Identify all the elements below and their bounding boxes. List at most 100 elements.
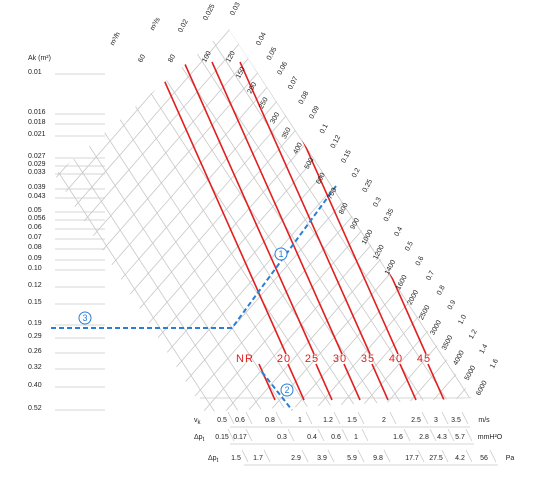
nr-line — [371, 363, 389, 401]
scale-label: 3 — [434, 417, 438, 424]
flow-label: 600 — [315, 172, 327, 186]
scale-tick — [245, 411, 253, 425]
marker-circle — [280, 383, 294, 397]
flow-label: 200 — [247, 81, 259, 95]
flow-label: 0.08 — [298, 90, 311, 105]
nr-line — [239, 61, 371, 355]
axis-label: 0.01 — [28, 69, 42, 76]
nr-label: 45 — [417, 353, 431, 365]
scale-label: 3.9 — [317, 455, 327, 462]
grid-line — [411, 28, 472, 412]
axis-label: 0.06 — [28, 224, 42, 231]
scale-label: 17.7 — [405, 455, 419, 462]
scale-tick — [327, 449, 335, 463]
scale-label: 3.5 — [451, 417, 461, 424]
scale-tick — [317, 428, 325, 442]
scale-label: 2 — [382, 417, 386, 424]
flow-label: m³/h — [109, 31, 122, 47]
flow-label: 0.6 — [415, 255, 426, 267]
flow-label: 0.4 — [393, 226, 404, 238]
flow-label: 0.3 — [372, 196, 383, 208]
scale-tick — [489, 449, 497, 463]
axis-label: 0.027 — [28, 153, 46, 160]
grid-line — [351, 28, 472, 412]
axis-label: 0.26 — [28, 348, 42, 355]
flow-label: 100 — [201, 50, 213, 64]
axis-label: 0.07 — [28, 234, 42, 241]
grid-line — [323, 28, 472, 412]
scale-label: 2.8 — [419, 434, 429, 441]
scale-tick — [305, 411, 313, 425]
scale-tick — [333, 411, 341, 425]
flow-label: 0.35 — [383, 208, 396, 223]
grid-line — [447, 28, 472, 412]
grid-line — [279, 28, 472, 412]
marker-label: 3 — [82, 313, 87, 323]
scale-label: m/s — [478, 417, 490, 424]
grid-line — [257, 28, 472, 412]
flow-label: 300 — [269, 111, 281, 125]
scale-label: 1 — [354, 434, 358, 441]
grid-line — [55, 28, 317, 412]
guide-line — [50, 185, 337, 329]
flow-label: 5000 — [464, 365, 478, 382]
scale-tick — [241, 449, 249, 463]
nr-line — [315, 363, 333, 401]
flow-label: 0.09 — [308, 105, 321, 120]
flow-label: 0.04 — [255, 31, 268, 46]
nr-label: 40 — [389, 353, 403, 365]
flow-label: 2000 — [407, 289, 421, 306]
flow-label: 0.9 — [447, 299, 458, 311]
nr-label: 35 — [361, 353, 375, 365]
flow-label: 0.07 — [287, 75, 300, 90]
axis-label: 0.043 — [28, 193, 46, 200]
grid-line — [55, 28, 221, 412]
nr-label: 25 — [305, 353, 319, 365]
nr-line — [183, 61, 315, 355]
scale-label: 0.5 — [217, 417, 227, 424]
grid-line — [0, 0, 26, 478]
scale-label: 1 — [298, 417, 302, 424]
axis-label: 0.29 — [28, 333, 42, 340]
flow-label: 60 — [137, 54, 147, 64]
flow-label: 4000 — [452, 349, 466, 366]
flow-label: 350 — [281, 126, 293, 140]
grid-line — [345, 28, 472, 412]
scale-symbol: vk — [194, 417, 202, 426]
axis-label: 0.52 — [28, 405, 42, 412]
scale-symbol: Δpt — [194, 434, 205, 443]
scale-tick — [465, 449, 473, 463]
grid-line — [478, 0, 553, 478]
flow-label: 700 — [327, 187, 339, 201]
flow-label: 1.2 — [468, 328, 479, 340]
nr-line — [155, 61, 287, 355]
axis-label: 0.029 — [28, 161, 46, 168]
grid-line — [55, 28, 467, 412]
grid-line — [125, 28, 472, 412]
grid-line — [455, 28, 472, 412]
scale-tick — [461, 411, 469, 425]
grid-line — [471, 28, 472, 412]
grid-line — [55, 28, 379, 412]
flow-label: 0.05 — [266, 46, 279, 61]
flow-label: 3000 — [429, 319, 443, 336]
marker-label: 1 — [278, 249, 283, 259]
grid-line — [55, 28, 401, 412]
grid-line — [544, 0, 553, 420]
flow-label: 0.03 — [229, 1, 242, 16]
grid-line — [55, 28, 472, 412]
scale-tick — [421, 411, 429, 425]
scale-label: 2.9 — [291, 455, 301, 462]
scale-label: 5.9 — [347, 455, 357, 462]
marker-label: 2 — [284, 385, 289, 395]
scale-tick — [429, 428, 437, 442]
flow-label: 0.15 — [340, 149, 353, 164]
scale-label: 1.5 — [231, 455, 241, 462]
grid-line — [55, 28, 101, 412]
scale-label: 5.7 — [455, 434, 465, 441]
nr-line — [427, 363, 445, 401]
flow-label: 0.5 — [404, 240, 415, 252]
axis-label: 0.32 — [28, 364, 42, 371]
grid-line — [301, 28, 472, 412]
nr-line — [399, 363, 417, 401]
